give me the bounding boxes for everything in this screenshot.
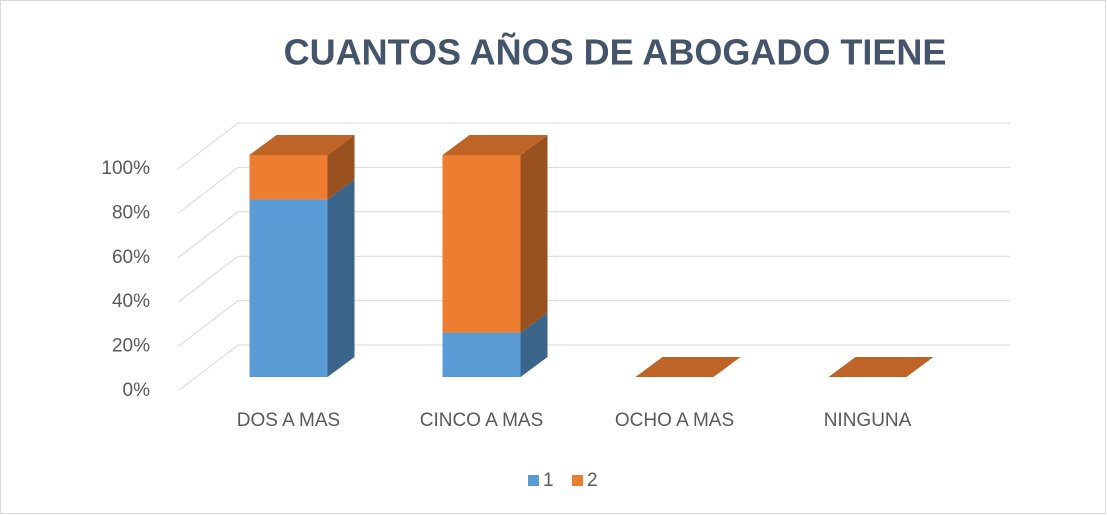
bar-front <box>442 155 521 333</box>
grid-line <box>177 255 1010 303</box>
x-tick-label: DOS A MAS <box>237 410 340 431</box>
legend-swatch <box>572 475 583 486</box>
chart-title: CUANTOS AÑOS DE ABOGADO TIENE <box>284 31 947 73</box>
y-tick-label: 60% <box>112 247 150 268</box>
bar-front <box>249 155 328 200</box>
y-tick-label: 100% <box>101 158 150 179</box>
legend-swatch <box>528 475 539 486</box>
x-tick-label: OCHO A MAS <box>615 410 734 431</box>
bar-side <box>520 312 548 377</box>
x-tick-label: NINGUNA <box>824 410 912 431</box>
y-tick-label: 0% <box>123 380 151 401</box>
grid-line <box>177 344 1010 392</box>
legend-label: 2 <box>587 470 598 491</box>
bar-top <box>828 357 934 377</box>
grid-line <box>177 211 1010 259</box>
y-tick-label: 20% <box>112 336 150 357</box>
x-tick-label: CINCO A MAS <box>420 410 544 431</box>
bar-side <box>520 135 548 333</box>
bar-top <box>249 135 355 155</box>
bar-front <box>442 332 521 377</box>
bar-side <box>327 135 355 200</box>
bar-side <box>327 179 355 377</box>
bar-top <box>635 357 741 377</box>
legend-label: 1 <box>543 470 554 491</box>
grid-line <box>177 166 1010 214</box>
y-tick-label: 80% <box>112 202 150 223</box>
bar-front <box>249 199 328 377</box>
bar-top <box>442 135 548 155</box>
grid-line <box>177 122 1010 170</box>
y-tick-label: 40% <box>112 291 150 312</box>
grid-line <box>177 300 1010 347</box>
